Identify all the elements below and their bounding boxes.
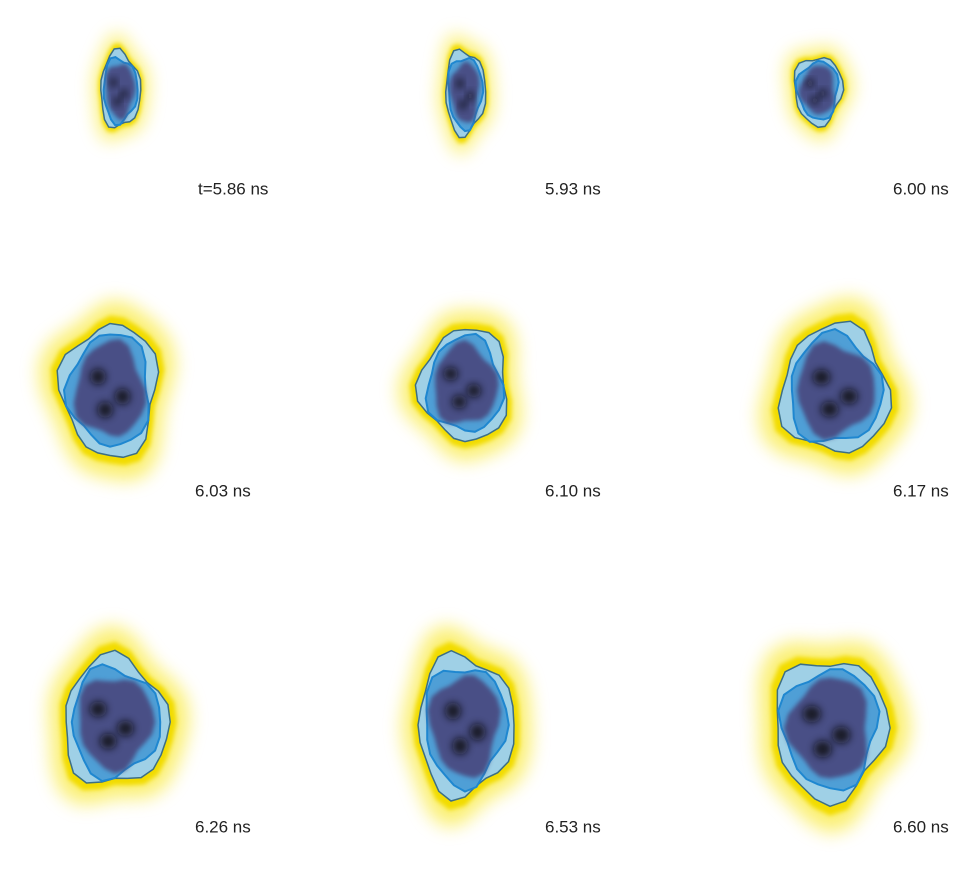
- image-panel: 5.93 ns: [439, 34, 601, 198]
- dark-spot: [98, 402, 113, 418]
- image-panel: 6.53 ns: [402, 625, 601, 837]
- dark-spot: [110, 78, 116, 87]
- image-panel: 6.60 ns: [759, 641, 949, 836]
- dark-spot: [811, 96, 819, 104]
- image-panel: 6.00 ns: [786, 46, 949, 198]
- dark-spot: [467, 91, 473, 101]
- image-panel: 6.26 ns: [49, 625, 251, 836]
- dark-spot: [840, 389, 857, 404]
- dark-spot: [444, 367, 458, 380]
- dark-spot: [90, 702, 107, 717]
- dark-spot: [821, 402, 838, 417]
- page: t=5.86 ns 5.93 ns 6.00 ns 6.03 ns 6.10 ns 6.1…: [0, 0, 974, 865]
- image-panel: 6.03 ns: [39, 300, 251, 500]
- time-label: t=5.86 ns: [198, 179, 268, 198]
- dark-spot: [117, 721, 134, 736]
- dark-spot: [819, 89, 827, 97]
- dark-spot: [457, 79, 463, 89]
- dark-spot: [452, 395, 466, 408]
- image-panel: 6.17 ns: [758, 297, 948, 500]
- dark-spot: [813, 370, 830, 385]
- time-label: 6.60 ns: [893, 817, 949, 836]
- time-label: 6.53 ns: [545, 817, 601, 836]
- dark-spot: [121, 89, 127, 98]
- dark-spot: [470, 724, 485, 741]
- figure: t=5.86 ns 5.93 ns 6.00 ns 6.03 ns 6.10 ns 6.1…: [0, 0, 974, 865]
- time-label: 6.00 ns: [893, 179, 949, 198]
- dark-spot: [115, 389, 130, 405]
- time-label: 5.93 ns: [545, 179, 601, 198]
- image-panel: 6.10 ns: [398, 310, 601, 500]
- dark-spot: [460, 100, 466, 110]
- dark-spot: [832, 727, 850, 744]
- dark-spot: [453, 738, 468, 755]
- dark-spot: [445, 703, 460, 720]
- dark-spot: [803, 706, 821, 723]
- time-label: 6.17 ns: [893, 481, 949, 500]
- time-label: 6.03 ns: [195, 481, 251, 500]
- dark-spot: [806, 79, 814, 87]
- dark-spot: [100, 734, 117, 749]
- time-label: 6.26 ns: [195, 817, 251, 836]
- dark-spot: [90, 369, 105, 385]
- dark-spot: [467, 384, 481, 397]
- dark-spot: [114, 97, 120, 106]
- time-label: 6.10 ns: [545, 481, 601, 500]
- image-panel: t=5.86 ns: [94, 34, 268, 199]
- dark-spot: [814, 741, 832, 758]
